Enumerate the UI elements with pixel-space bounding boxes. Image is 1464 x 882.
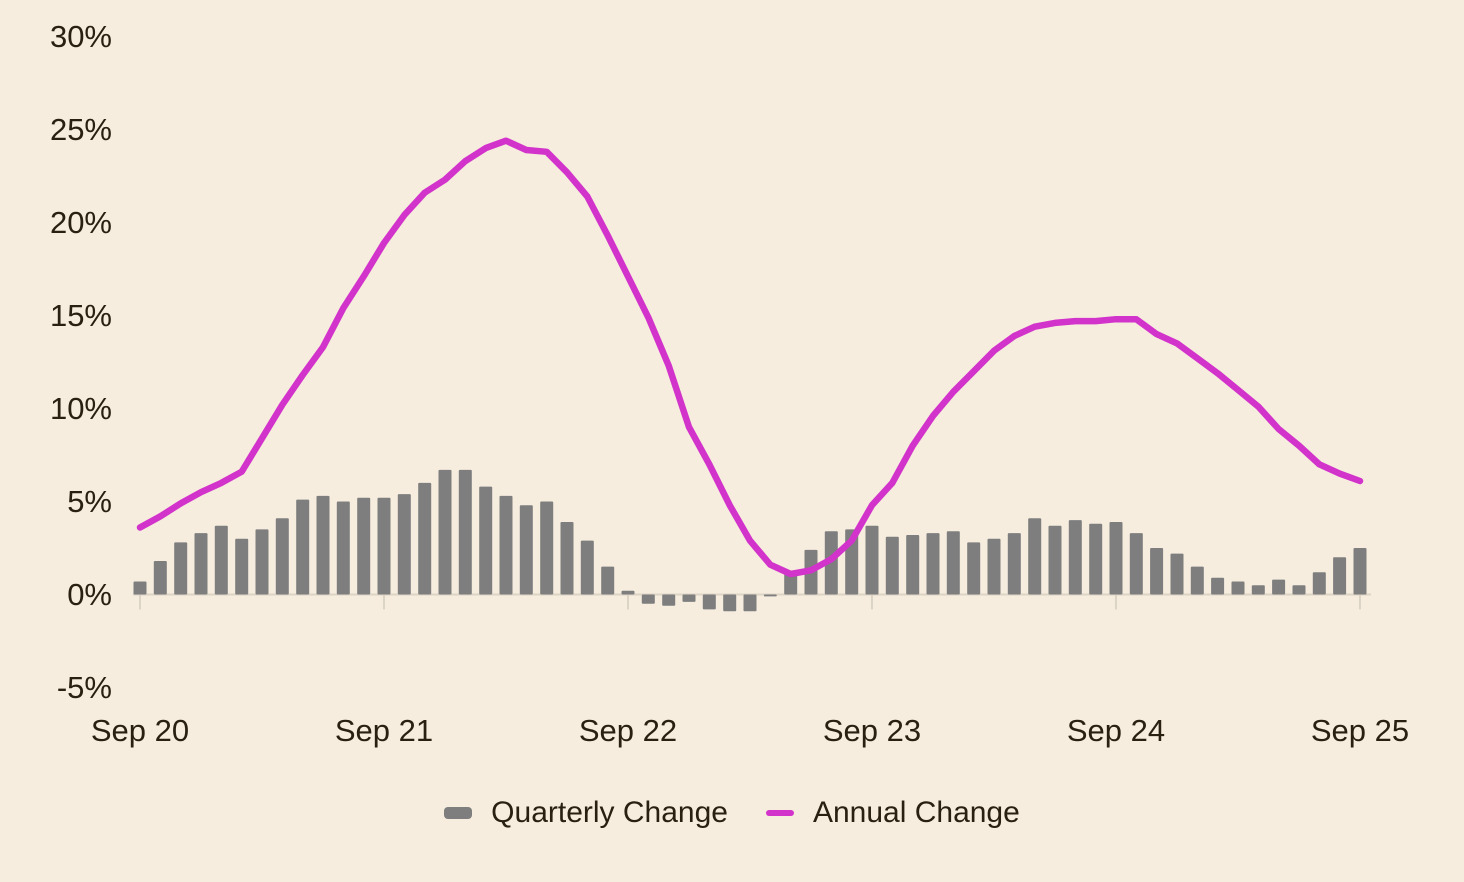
quarterly-change-bar [1048,525,1062,595]
annual-change-line [136,137,1364,578]
y-axis-label: 25% [49,111,112,147]
quarterly-change-bar [1312,572,1326,595]
quarterly-change-bar [194,533,208,595]
quarterly-change-bar [255,529,269,595]
quarterly-change-bar [1170,553,1184,595]
quarterly-change-bar [1333,557,1347,595]
quarterly-change-bar [1251,585,1265,595]
quarterly-change-bar [397,494,411,595]
y-axis-label: 30% [49,18,112,54]
quarterly-change-bar [682,594,696,602]
quarterly-change-bar [621,590,635,595]
y-axis-label: -5% [56,669,112,705]
quarterly-change-bar [1007,533,1021,595]
quarterly-change-bar [865,525,879,595]
quarterly-change-bar [153,561,167,595]
quarterly-change-bar [174,542,188,595]
quarterly-change-bar [1272,579,1286,595]
quarterly-change-bar [133,581,147,595]
axis-tick [870,594,873,610]
quarterly-change-bar [946,531,960,595]
quarterly-change-bar [235,538,249,595]
axis-tick [139,594,141,610]
x-axis-label: Sep 22 [578,713,678,748]
quarterly-change-bar [418,482,432,595]
quarterly-change-bar [641,594,655,604]
quarterly-change-bar [1211,577,1225,595]
quarterly-change-bar [458,469,472,595]
quarterly-change-bar [336,501,350,595]
quarterly-change-bar [1231,581,1245,595]
quarterly-change-bar [540,501,554,595]
quarterly-change-bar [1150,548,1164,595]
quarterly-change-bar [906,535,920,595]
quarterly-change-bar [357,497,371,595]
legend-bar-swatch-icon [444,807,473,819]
quarterly-change-bar [560,522,574,595]
quarterly-change-bar [1190,566,1204,595]
quarterly-change-bar [723,594,737,612]
quarterly-change-bar [1028,518,1042,595]
quarterly-change-bar [1109,522,1123,595]
x-axis-label: Sep 21 [334,713,434,748]
quarterly-change-bar [499,495,513,595]
x-axis-label: Sep 25 [1310,713,1410,748]
quarterly-change-bar [1089,523,1103,595]
axis-tick [382,594,385,610]
axis-tick [626,594,629,610]
quarterly-change-bar [377,497,391,595]
quarterly-change-bar [275,518,289,595]
quarterly-change-bar [702,594,716,610]
x-axis-label: Sep 23 [822,713,922,748]
y-axis-label: 15% [49,297,112,333]
x-axis-label: Sep 24 [1066,713,1166,748]
quarterly-change-bar [1068,520,1082,595]
axis-tick [1358,594,1361,610]
y-axis-label: 0% [67,576,112,612]
quarterly-change-bar [519,505,533,595]
quarterly-change-bar [214,525,228,595]
legend-item: Annual Change [765,796,1020,830]
quarterly-change-bar [1292,585,1306,595]
quarterly-change-bar [1353,548,1367,595]
legend-item: Quarterly Change [444,796,728,830]
quarterly-change-bar [296,499,310,595]
quarterly-change-bar [580,540,594,595]
legend-label: Quarterly Change [491,796,728,829]
legend: Quarterly Change Annual Change [0,790,1464,836]
y-axis-label: 20% [49,204,112,240]
x-axis-label: Sep 20 [90,713,190,748]
quarterly-change-bar [479,486,493,595]
y-axis-label: 5% [67,483,112,519]
quarterly-change-bar [784,572,798,595]
quarterly-change-bar [601,566,615,595]
quarterly-change-bar [743,594,757,612]
quarterly-change-bar [967,542,981,595]
quarterly-change-bar [316,495,330,595]
legend-line-swatch-icon [765,810,794,816]
quarterly-change-bar [1129,533,1143,595]
axis-tick [1114,594,1117,610]
quarterly-change-bar [763,594,777,597]
quarterly-change-bar [662,594,676,606]
legend-label: Annual Change [812,796,1020,829]
quarterly-change-bar [438,469,452,595]
quarterly-change-bar [987,538,1001,595]
y-axis-label: 10% [49,390,112,426]
quarterly-change-bar [926,533,940,595]
quarterly-change-bar [885,536,899,595]
